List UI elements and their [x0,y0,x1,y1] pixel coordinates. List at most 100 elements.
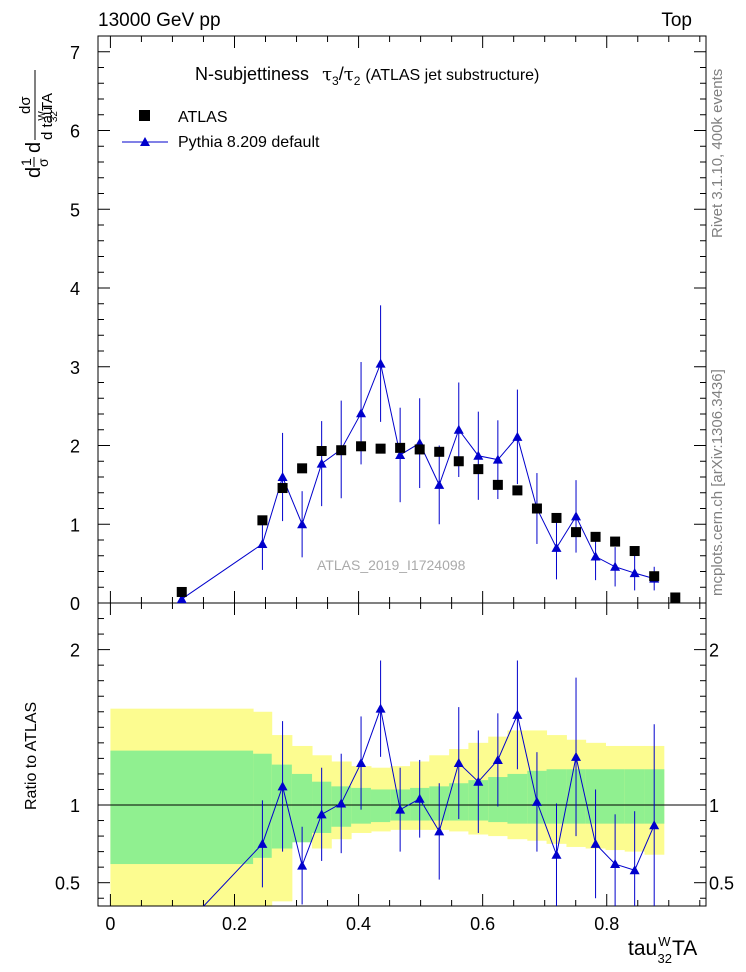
mc-series-ratio [203,660,660,906]
ratio-panel-frame [97,602,707,907]
mc-point [453,424,464,434]
ratio-uncertainty-bands [110,708,665,906]
y-label-one: 1 [18,158,34,166]
mc-point [257,538,268,548]
ratio-point [277,781,288,791]
mc-point [316,458,327,468]
ratio-y-tick-label-right: 0.5 [709,874,734,894]
main-y-tick-label: 0 [70,594,80,614]
data-point [629,546,640,557]
ratio-point [375,703,386,713]
mc-point [375,358,386,368]
data-point [473,464,484,475]
main-axis-ticks: 0 1 2 3 4 5 6 7 [70,35,706,614]
x-tick-label: 0.4 [346,914,371,934]
data-point [551,512,562,523]
ratio-point [629,865,640,875]
legend-data-marker [139,110,150,121]
mc-point [590,551,601,561]
ratio-point [257,838,268,848]
ratio-point [512,709,523,719]
legend-data-label: ATLAS [178,109,228,126]
main-y-tick-label: 5 [70,200,80,220]
main-y-axis-label: d 1 σ d dσ d tauW32TA [17,70,60,178]
mc-point [176,594,187,604]
y-label-numerator: dσ [17,96,34,114]
ratio-point [414,793,425,803]
ratio-point [434,826,445,836]
data-point [257,515,268,526]
ratio-axis-ticks: 0 0.2 0.4 0.6 0.8 0.5 0.5 1 1 2 2 [55,602,734,934]
data-point [375,443,386,454]
energy-label: 13000 GeV pp [98,10,221,31]
data-point [492,479,503,490]
data-point [610,536,621,547]
data-point [414,444,425,455]
mc-point [492,454,503,464]
data-point [531,503,542,514]
ratio-point [336,798,347,808]
data-point [297,463,308,474]
data-point [670,592,681,603]
ratio-point [531,796,542,806]
data-point [649,571,660,582]
band-inner-bin [605,769,626,824]
mc-point [571,511,582,521]
ratio-y-tick-label-left: 1 [70,796,80,816]
ratio-point [316,809,327,819]
band-inner-bin [271,764,293,849]
data-point [453,456,464,467]
ratio-y-tick-label-right: 2 [709,641,719,661]
data-series-main [176,441,681,603]
data-point [277,483,288,494]
ratio-y-tick-label-right: 1 [709,796,719,816]
plot-title: N-subjettiness τ3/τ2 (ATLAS jet substruct… [195,64,539,88]
ratio-y-axis-label: Ratio to ATLAS [23,702,40,810]
x-tick-label: 0.8 [594,914,619,934]
ratio-series-clipped [203,660,660,906]
mc-point [297,519,308,529]
data-point [395,442,406,453]
ratio-point [297,860,308,870]
band-inner-bin [624,769,646,824]
mc-point [551,542,562,552]
process-label: Top [661,10,692,31]
legend: ATLAS Pythia 8.209 default [122,109,320,151]
ratio-y-tick-label-left: 2 [70,641,80,661]
band-inner-bin [370,789,391,823]
ratio-line [203,706,655,906]
band-inner-bin [507,773,528,824]
mc-point [356,408,367,418]
mc-point [395,449,406,459]
data-point [176,586,187,597]
ratio-point [492,754,503,764]
band-inner-bin [110,750,254,865]
ratio-point [571,751,582,761]
mc-point [473,450,484,460]
ratio-y-tick-label-left: 0.5 [55,874,80,894]
band-inner-bin [546,769,567,824]
data-point [336,445,347,456]
mcplots-info: mcplots.cern.ch [arXiv:1306.3436] [709,369,726,596]
data-point [512,485,523,496]
mc-line [181,361,655,600]
data-point [434,446,445,457]
data-point [316,446,327,457]
main-y-tick-label: 1 [70,515,80,535]
analysis-watermark: ATLAS_2019_I1724098 [317,557,466,573]
ratio-point [395,804,406,814]
ratio-point [649,820,660,830]
band-inner-bin [291,773,313,843]
x-axis-label: tauW 32TA [628,934,697,966]
mc-point [277,472,288,481]
x-tick-label: 0 [105,914,115,934]
main-y-tick-label: 6 [70,122,80,142]
main-y-tick-label: 2 [70,437,80,457]
main-y-tick-label: 3 [70,358,80,378]
ratio-point [610,859,621,869]
mc-point [629,568,640,578]
data-point [356,441,367,452]
data-point [590,531,601,542]
y-label-denominator: d tauW32TA [37,93,60,140]
y-label-prefix-d: d [23,167,45,178]
